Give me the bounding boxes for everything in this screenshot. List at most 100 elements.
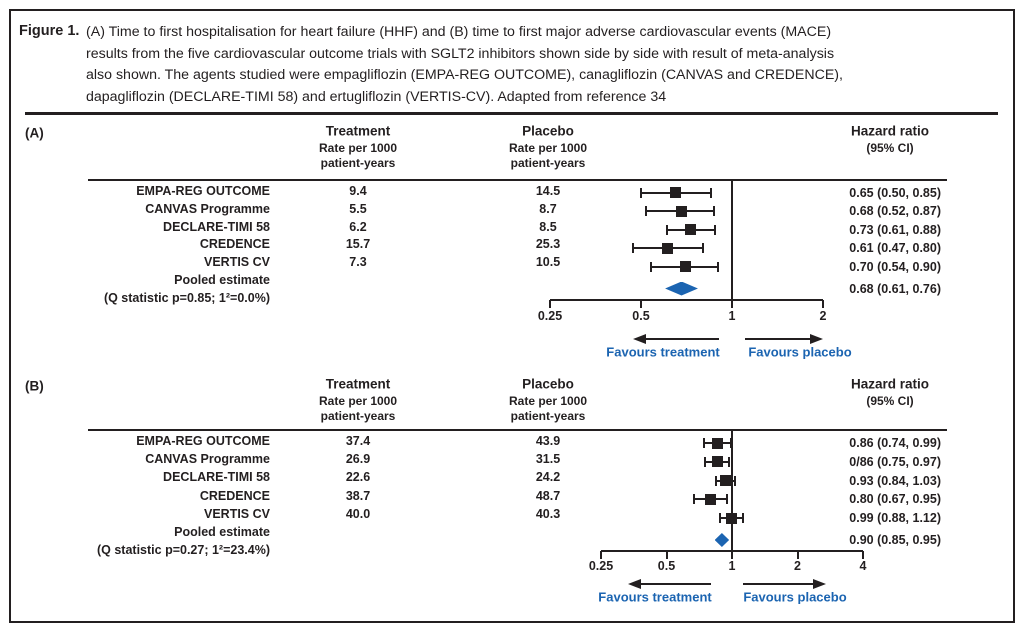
hazard-ratio-value: 0.65 (0.50, 0.85) <box>849 185 941 200</box>
ci-cap-low <box>718 513 721 524</box>
figure-border <box>9 9 1015 623</box>
caption-line: results from the five cardiovascular out… <box>86 45 835 62</box>
point-estimate-square <box>679 261 691 272</box>
trial-name: EMPA-REG OUTCOME <box>136 183 270 198</box>
axis-tick-label: 1 <box>728 558 736 573</box>
axis-tick <box>549 300 551 308</box>
panel-a-label: (A) <box>25 125 44 141</box>
pooled-hazard-ratio-value: 0.90 (0.85, 0.95) <box>849 532 941 547</box>
ci-cap-high <box>741 513 744 524</box>
axis-tick-label: 0.25 <box>588 558 614 573</box>
caption-line: (A) Time to first hospitalisation for he… <box>86 24 832 40</box>
point-estimate-square <box>661 242 673 254</box>
trial-name: CREDENCE <box>199 237 270 252</box>
placebo-column-sub2: patient-years <box>510 156 586 170</box>
ci-cap-high <box>709 187 712 198</box>
panel-b-reference-line <box>731 430 733 551</box>
heterogeneity-stat-label: (Q statistic p=0.27; 1²=23.4%) <box>97 542 270 557</box>
placebo-column-title: Placebo <box>522 376 574 392</box>
ci-cap-high <box>712 206 715 216</box>
ci-cap-high <box>717 261 720 272</box>
hazard-ratio-value: 0.99 (0.88, 1.12) <box>849 510 941 525</box>
ci-cap-low <box>703 456 706 467</box>
treatment-column-sub1: Rate per 1000 <box>318 394 398 408</box>
trial-name: VERTIS CV <box>204 506 270 521</box>
treatment-rate: 6.2 <box>349 219 367 234</box>
hazard-column-sub: (95% CI) <box>866 141 914 155</box>
ci-cap-low <box>702 438 705 448</box>
axis-tick <box>600 551 602 559</box>
treatment-rate: 7.3 <box>349 254 367 269</box>
axis-tick-label: 2 <box>819 308 827 323</box>
ci-cap-high <box>733 475 736 486</box>
axis-tick <box>665 551 668 559</box>
panel-b-label: (B) <box>25 378 44 394</box>
axis-tick-label: 0.25 <box>537 308 563 323</box>
ci-cap-high <box>730 438 733 448</box>
axis-tick-label: 4 <box>859 558 867 573</box>
point-estimate-square <box>705 493 717 505</box>
trial-name: EMPA-REG OUTCOME <box>136 433 270 448</box>
axis-tick-label: 0.5 <box>632 308 650 323</box>
placebo-rate: 24.2 <box>535 470 561 485</box>
favours-placebo-arrowhead <box>810 333 823 344</box>
hazard-ratio-value: 0.86 (0.74, 0.99) <box>849 435 941 450</box>
favours-placebo-arrowhead <box>813 578 826 589</box>
placebo-column-sub2: patient-years <box>510 409 586 423</box>
treatment-column-sub2: patient-years <box>320 409 396 423</box>
ci-cap-high <box>728 456 731 467</box>
figure-label: Figure 1. <box>19 23 80 39</box>
pooled-hazard-ratio-value: 0.68 (0.61, 0.76) <box>849 281 941 296</box>
ci-cap-low <box>666 224 669 235</box>
ci-cap-low <box>645 206 648 216</box>
axis-tick-label: 1 <box>728 308 736 323</box>
heterogeneity-stat-label: (Q statistic p=0.85; 1²=0.0%) <box>103 290 270 305</box>
axis-tick <box>822 300 824 308</box>
point-estimate-square <box>725 512 737 524</box>
pooled-estimate-label: Pooled estimate <box>174 524 270 539</box>
placebo-rate: 48.7 <box>535 488 561 503</box>
favours-treatment-arrow-line <box>639 582 711 586</box>
ci-cap-low <box>693 494 696 505</box>
favours-treatment-arrowhead <box>628 578 641 589</box>
favours-treatment-label: Favours treatment <box>606 344 720 360</box>
favours-placebo-arrow-line <box>745 337 812 341</box>
ci-cap-low <box>640 187 642 198</box>
axis-tick-label: 2 <box>794 558 801 573</box>
treatment-column-sub1: Rate per 1000 <box>318 141 398 155</box>
panel-b-header-rule <box>88 428 947 432</box>
hazard-column-sub: (95% CI) <box>866 394 914 408</box>
placebo-rate: 31.5 <box>535 451 561 466</box>
hazard-ratio-value: 0.80 (0.67, 0.95) <box>849 492 941 507</box>
ci-cap-high <box>714 224 717 235</box>
hazard-ratio-value: 0.93 (0.84, 1.03) <box>849 473 941 488</box>
ci-cap-low <box>631 243 634 253</box>
placebo-column-sub1: Rate per 1000 <box>508 141 588 155</box>
point-estimate-square <box>719 475 731 487</box>
treatment-rate: 40.0 <box>345 506 371 521</box>
favours-treatment-label: Favours treatment <box>598 589 712 605</box>
placebo-rate: 14.5 <box>535 183 561 198</box>
treatment-rate: 37.4 <box>345 433 371 448</box>
trial-name: DECLARE-TIMI 58 <box>163 219 270 234</box>
treatment-rate: 38.7 <box>345 488 371 503</box>
favours-placebo-arrow-line <box>743 582 815 586</box>
ci-cap-high <box>726 494 729 505</box>
treatment-column-sub2: patient-years <box>320 156 396 170</box>
panel-a-header-rule <box>88 178 947 182</box>
favours-treatment-arrow-line <box>644 337 719 341</box>
hazard-ratio-value: 0/86 (0.75, 0.97) <box>849 454 941 469</box>
point-estimate-square <box>675 205 687 217</box>
point-estimate-square <box>669 187 681 198</box>
favours-placebo-label: Favours placebo <box>743 589 847 605</box>
panel-a-reference-line <box>731 180 733 300</box>
axis-tick <box>862 551 864 559</box>
trial-name: VERTIS CV <box>204 254 270 269</box>
axis-tick <box>731 300 733 308</box>
treatment-rate: 5.5 <box>349 201 367 216</box>
treatment-column-title: Treatment <box>325 376 391 392</box>
point-estimate-square <box>685 224 697 235</box>
treatment-rate: 26.9 <box>345 451 371 466</box>
hazard-ratio-value: 0.68 (0.52, 0.87) <box>849 203 941 218</box>
